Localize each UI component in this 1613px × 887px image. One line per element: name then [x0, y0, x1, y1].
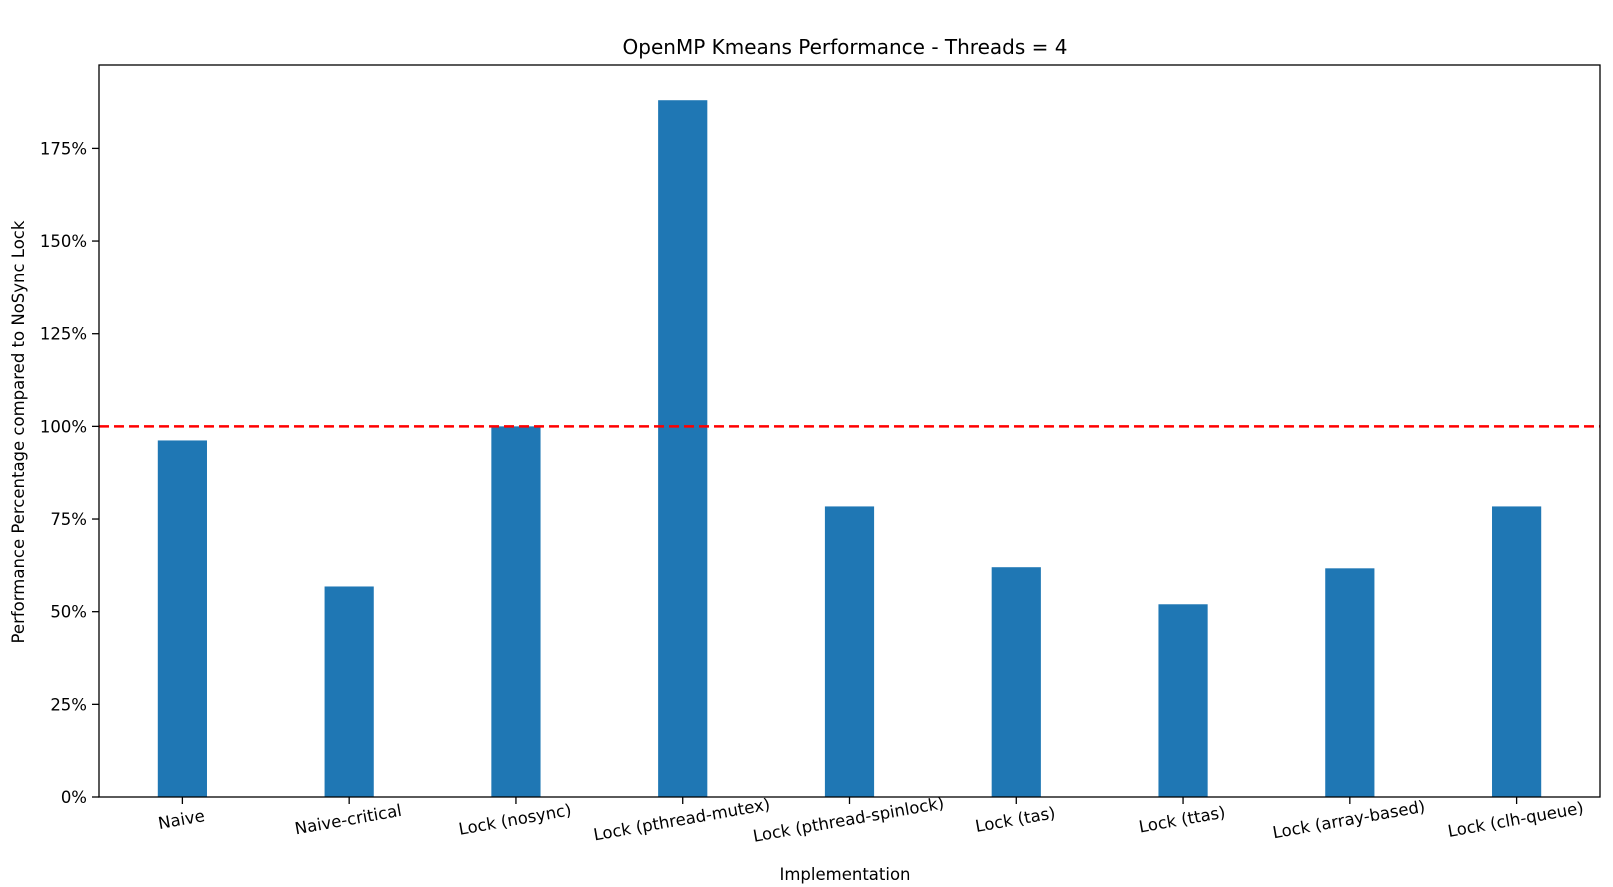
- x-tick-label: Lock (pthread-mutex): [592, 795, 771, 845]
- y-tick-label: 175%: [40, 139, 87, 158]
- bar: [824, 506, 875, 797]
- y-tick-label: 125%: [40, 325, 87, 344]
- y-tick-label: 25%: [50, 695, 87, 714]
- y-tick-label: 75%: [50, 510, 87, 529]
- y-tick-label: 150%: [40, 232, 87, 251]
- y-axis: 0% 25% 50% 75% 100% 125% 150% 175%: [40, 139, 99, 807]
- plot-frame: [98, 64, 1601, 798]
- y-tick-label: 100%: [40, 417, 87, 436]
- bar: [1325, 568, 1375, 797]
- x-tick-label: Lock (pthread-spinlock): [752, 793, 946, 845]
- x-axis: Naive Naive-critical Lock (nosync) Lock (pt…: [157, 793, 1585, 845]
- x-tick-label: Naive: [157, 806, 207, 833]
- x-tick-label: Naive-critical: [293, 801, 403, 838]
- x-axis-label: Implementation: [779, 865, 910, 884]
- y-tick-label: 0%: [61, 788, 87, 807]
- chart-title: OpenMP Kmeans Performance - Threads = 4: [623, 35, 1068, 59]
- y-axis-label: Performance Percentage compared to NoSyn…: [9, 220, 28, 643]
- x-tick-label: Lock (array-based): [1271, 797, 1426, 843]
- bar: [1158, 604, 1208, 797]
- x-tick-label: Lock (nosync): [457, 800, 573, 839]
- bar: [157, 440, 207, 797]
- bar: [658, 100, 708, 797]
- bar: [1492, 506, 1542, 797]
- bar: [491, 426, 541, 797]
- bars-group: [157, 100, 1542, 797]
- x-tick-label: Lock (ttas): [1137, 803, 1226, 837]
- bar: [991, 567, 1041, 797]
- bar: [324, 586, 374, 797]
- x-tick-label: Lock (clh-queue): [1446, 798, 1585, 841]
- y-tick-label: 50%: [50, 603, 87, 622]
- x-tick-label: Lock (tas): [974, 803, 1057, 836]
